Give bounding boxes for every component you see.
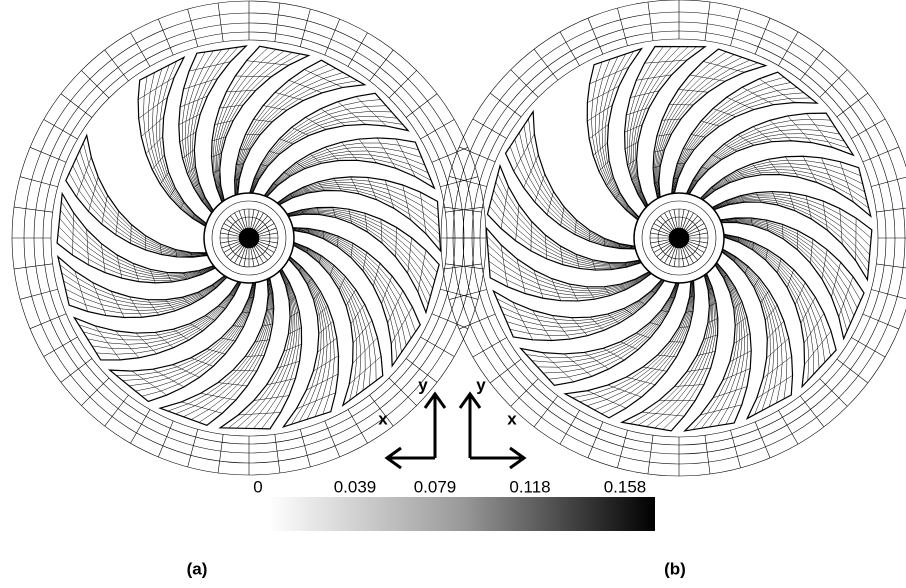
colorbar-tick-label: 0.158 — [604, 477, 647, 496]
x-arrow — [387, 448, 435, 468]
y-arrow — [425, 394, 445, 458]
colorbar-tick-label: 0.118 — [509, 477, 550, 496]
y-arrow — [460, 394, 480, 458]
figure: y x y x 0 0.039 0.079 0.118 0.158 (a) (b) — [0, 0, 906, 588]
axis-label: y — [418, 375, 428, 394]
axis-label: y — [476, 375, 486, 394]
colorbar-ticks: 0 0.039 0.079 0.118 0.158 — [253, 477, 646, 496]
caption: (b) — [664, 559, 686, 578]
caption: (a) — [187, 559, 208, 578]
hub-core — [239, 228, 259, 248]
axes-right — [460, 394, 524, 468]
meshes — [12, 0, 906, 476]
fan-mesh — [441, 0, 906, 476]
colorbar-tick-label: 0 — [253, 477, 262, 496]
fan-mesh — [12, 1, 486, 475]
axis-label: x — [378, 409, 388, 428]
axis-label: x — [507, 409, 517, 428]
colorbar — [268, 497, 655, 531]
colorbar-tick-label: 0.039 — [334, 477, 377, 496]
colorbar-tick-label: 0.079 — [414, 477, 457, 496]
blade — [58, 257, 227, 318]
x-arrow — [470, 448, 524, 468]
hub-core — [669, 228, 689, 248]
